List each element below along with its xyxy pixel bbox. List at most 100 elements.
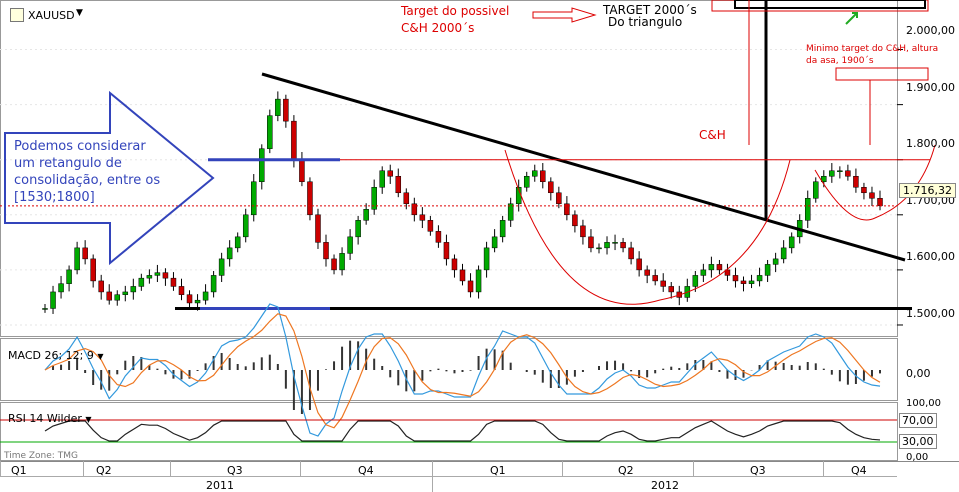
candle xyxy=(588,236,594,249)
candle xyxy=(644,269,650,276)
candle xyxy=(435,231,442,243)
candle xyxy=(628,247,634,260)
candle xyxy=(114,294,121,301)
candle xyxy=(780,247,787,260)
rsi-title[interactable]: RSI 14 Wilder ▼ xyxy=(8,412,92,425)
candle xyxy=(387,170,393,177)
candle xyxy=(162,272,169,279)
candle xyxy=(355,220,361,238)
candle xyxy=(612,242,618,244)
candle xyxy=(636,258,642,271)
macd-tick: 0,00 xyxy=(906,367,931,380)
candle xyxy=(620,242,626,249)
candle xyxy=(58,283,64,293)
rsi-pane xyxy=(0,402,898,461)
candle xyxy=(572,214,578,227)
target-box xyxy=(711,0,929,12)
consolidation-note-line: [1530;1800] xyxy=(14,190,95,205)
symbol-label[interactable]: XAUUSD xyxy=(28,9,75,22)
candle xyxy=(323,242,329,260)
ch-label: C&H xyxy=(699,128,726,142)
candle xyxy=(869,192,875,199)
price-tick: 2.000,00 xyxy=(906,24,955,37)
candle xyxy=(443,242,450,260)
candle xyxy=(251,181,257,216)
candle xyxy=(307,181,313,216)
candle xyxy=(242,214,249,238)
quarter-label: Q4 xyxy=(851,464,867,477)
candle xyxy=(837,170,843,172)
candle xyxy=(756,275,763,282)
candle xyxy=(596,247,602,250)
target-box-inner xyxy=(734,0,926,9)
candle xyxy=(106,291,112,301)
candle xyxy=(218,258,225,276)
candle xyxy=(267,115,273,149)
candle xyxy=(548,181,554,194)
candle xyxy=(788,236,795,249)
candle xyxy=(580,225,586,238)
price-tick: 1.500,00 xyxy=(906,307,955,320)
target-triangle-note-2: Do triangulo xyxy=(608,15,683,29)
candle xyxy=(226,247,233,260)
candle xyxy=(748,280,755,284)
chart-header: XAUUSD ▼ xyxy=(0,0,959,30)
candle xyxy=(403,192,410,205)
consolidation-note-line: Podemos considerar xyxy=(14,139,146,154)
chevron-down-icon[interactable]: ▼ xyxy=(97,352,104,361)
rsi-tick: 70,00 xyxy=(899,413,937,428)
candle xyxy=(291,120,297,160)
target-triangle-note: TARGET 2000´s xyxy=(603,3,697,17)
candle xyxy=(732,275,739,282)
up-arrow-icon xyxy=(845,12,858,25)
candle xyxy=(556,192,562,205)
candle xyxy=(491,236,498,249)
year-label: 2012 xyxy=(651,479,679,492)
candle xyxy=(90,258,96,282)
chevron-down-icon[interactable]: ▼ xyxy=(76,8,83,18)
price-tick: 1.600,00 xyxy=(906,250,955,263)
rsi-title-text: RSI 14 Wilder xyxy=(8,412,82,425)
candle xyxy=(764,264,771,276)
candle xyxy=(740,280,747,284)
candle xyxy=(419,214,426,221)
candle xyxy=(283,98,289,122)
consolidation-note-line: consolidação, entre os xyxy=(14,173,161,188)
candle xyxy=(210,275,217,293)
candle xyxy=(660,280,666,287)
candle xyxy=(66,269,72,284)
candle xyxy=(451,258,458,271)
candle xyxy=(700,269,707,276)
year-label: 2011 xyxy=(206,479,234,492)
candle xyxy=(82,247,88,260)
candle xyxy=(427,220,434,232)
last-price-badge: 1.716,32 xyxy=(899,183,956,198)
candle xyxy=(202,291,209,301)
candle xyxy=(772,258,779,265)
candle xyxy=(98,280,104,293)
candle xyxy=(363,209,369,221)
candle xyxy=(299,159,305,183)
candle xyxy=(708,264,715,271)
candle xyxy=(821,175,827,183)
candle xyxy=(845,170,851,177)
candle xyxy=(50,291,56,309)
candle xyxy=(315,214,321,243)
macd-title[interactable]: MACD 26; 12; 9 ▼ xyxy=(8,349,104,362)
candle xyxy=(668,286,674,293)
candle xyxy=(804,198,811,221)
consolidation-note: Podemos considerar um retangulo de conso… xyxy=(14,138,160,206)
candle xyxy=(371,187,377,210)
candle xyxy=(234,236,241,249)
candle xyxy=(523,175,530,188)
quarter-label: Q2 xyxy=(96,464,112,477)
candle xyxy=(259,148,265,183)
rsi-tick: 100,00 xyxy=(906,398,941,409)
chevron-down-icon[interactable]: ▼ xyxy=(85,415,92,424)
candle xyxy=(853,175,859,188)
pencil-icon[interactable] xyxy=(10,8,24,22)
candle xyxy=(395,175,402,194)
candle xyxy=(564,203,570,216)
candle xyxy=(379,170,385,188)
